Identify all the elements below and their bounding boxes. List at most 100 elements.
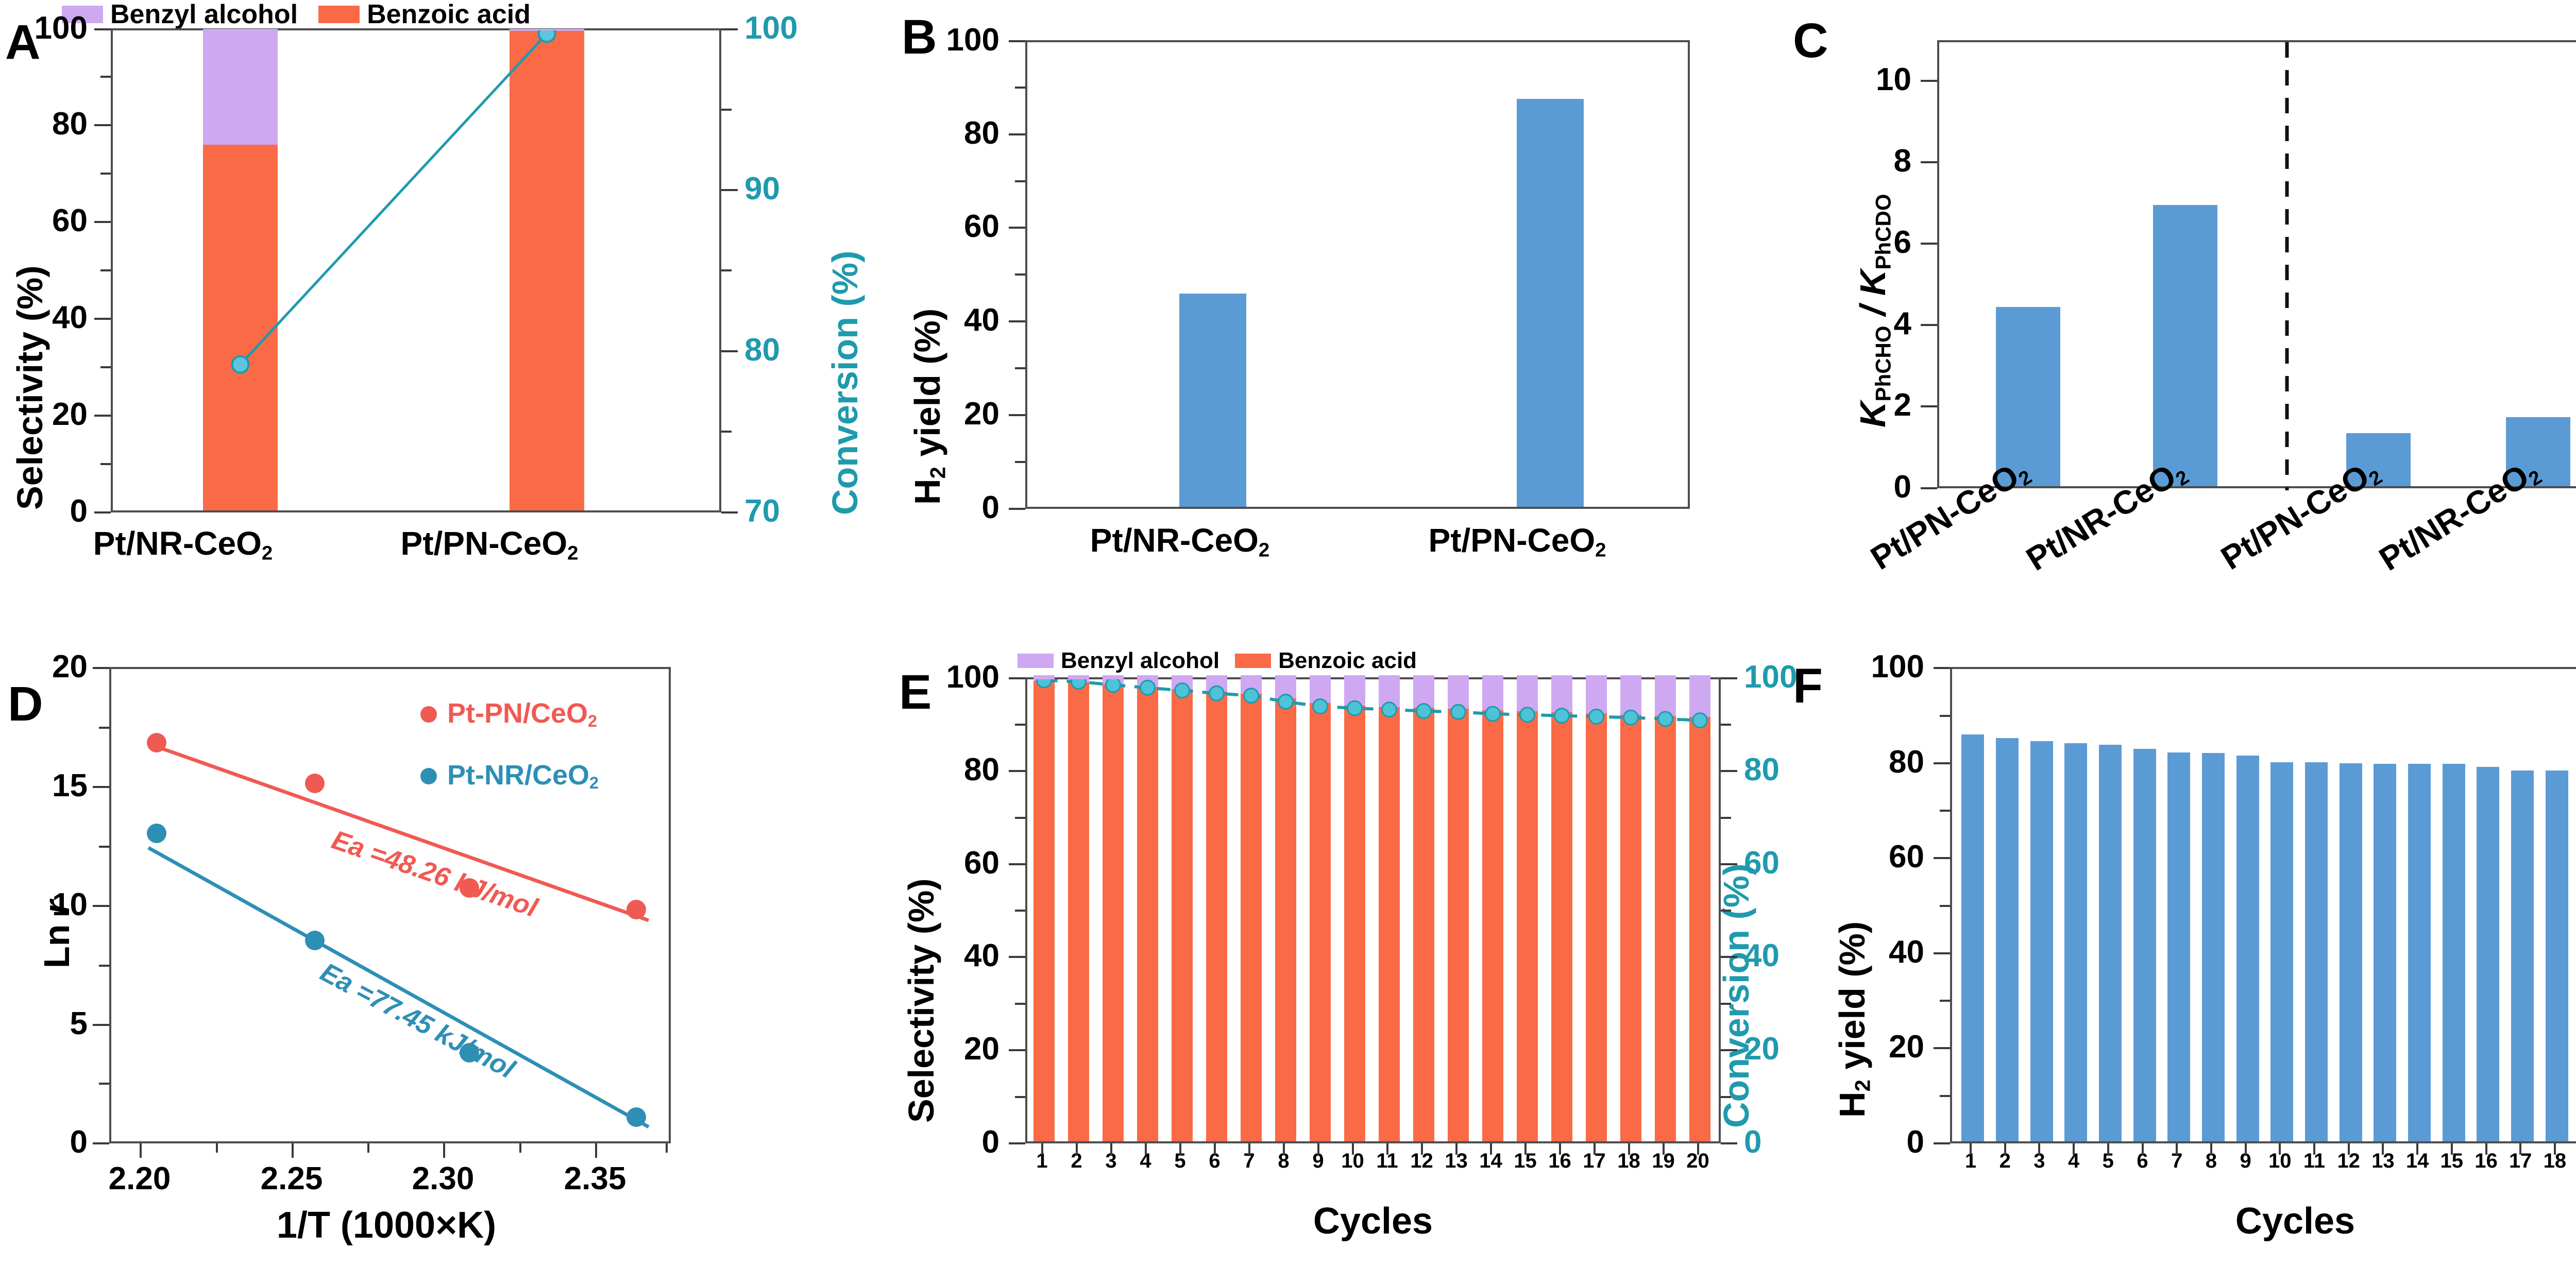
bar-pt-nr-ceo2-h2yield [1179, 293, 1246, 507]
legend-label-benzoic-acid-e: Benzoic acid [1278, 648, 1417, 673]
bar-cycle-12-alc [1413, 675, 1434, 708]
panel-e-ytick-40: 40 [964, 938, 999, 973]
bar-cycle-10-acid [1344, 705, 1365, 1141]
panel-f-ytick-0: 0 [1906, 1124, 1924, 1160]
legend-label-benzyl-alcohol: Benzyl alcohol [110, 0, 298, 29]
f-xtick-4: 4 [2067, 1150, 2080, 1172]
bar-pt-nr-ceo2-benzyl-alcohol [203, 28, 278, 145]
panel-f-plot-frame [1950, 667, 2576, 1143]
panel-f-ytick-60: 60 [1889, 839, 1924, 875]
f-xtick-9: 9 [2240, 1150, 2251, 1172]
panel-a-legend: Benzyl alcohol Benzoic acid [62, 0, 531, 30]
panel-b-letter: B [902, 10, 937, 64]
tick-mark [2073, 1143, 2075, 1155]
bar-cycle-15-alc [1517, 675, 1538, 711]
bar-f-cycle-3 [2030, 741, 2053, 1141]
tick-mark [1558, 1143, 1561, 1155]
bar-cycle-19-alc [1655, 675, 1676, 716]
panel-f-xlabel: Cycles [2235, 1201, 2355, 1242]
panel-d-plot-frame: Pt-PN/CeO2 Pt-NR/CeO2 Ea =48.26 kJ/mol E… [109, 667, 671, 1143]
panel-b-ytick-100: 100 [946, 22, 999, 58]
panel-b-ytick-40: 40 [964, 302, 999, 338]
panel-f-ytick-40: 40 [1889, 934, 1924, 970]
tick-mark [2382, 1143, 2384, 1155]
legend-item-benzyl-alcohol-e: Benzyl alcohol [1018, 648, 1219, 674]
panel-e-ytick-0: 0 [981, 1124, 999, 1160]
f-xtick-8: 8 [2205, 1150, 2217, 1172]
e-xtick-2: 2 [1071, 1150, 1082, 1172]
panel-a-plot-frame [111, 28, 721, 512]
bar-cycle-17-alc [1586, 675, 1607, 714]
e-xtick-9: 9 [1312, 1150, 1324, 1172]
panel-a-ytick-60: 60 [52, 203, 88, 238]
panel-a-ytick-100: 100 [34, 10, 88, 46]
tick-mark [1213, 1143, 1216, 1155]
panel-a-conversion-line [231, 30, 556, 374]
bar-c-pt-pn-ceo2-kie-h2o-d2o [2346, 433, 2411, 486]
bar-cycle-13-acid [1448, 709, 1469, 1141]
panel-d-legend-label-1: Pt-NR/CeO2 [447, 760, 599, 793]
panel-e-rtick-0: 0 [1744, 1124, 1762, 1160]
tick-mark [1662, 1143, 1665, 1155]
bar-cycle-14-acid [1482, 710, 1503, 1141]
panel-f-letter: F [1793, 659, 1823, 713]
panel-c-ytick-10: 10 [1876, 62, 1911, 97]
f-xtick-2: 2 [1999, 1150, 2011, 1172]
panel-e-ytick-80: 80 [964, 752, 999, 787]
tick-mark [1041, 1143, 1043, 1155]
panel-a-xcat-1: Pt/PN-CeO2 [400, 525, 579, 564]
tick-mark [2485, 1143, 2487, 1155]
legend-swatch-benzyl-alcohol [62, 6, 103, 23]
panel-d-legend-item-pt-pn: Pt-PN/CeO2 [420, 697, 597, 731]
legend-label-benzyl-alcohol-e: Benzyl alcohol [1061, 648, 1220, 673]
e-xtick-6: 6 [1209, 1150, 1221, 1172]
panel-d-xtick-235: 2.35 [564, 1161, 626, 1196]
panel-d-ytick-15: 15 [52, 768, 88, 803]
legend-swatch-benzoic-acid-e [1235, 654, 1272, 668]
panel-f-ytick-20: 20 [1889, 1029, 1924, 1065]
bar-cycle-20-alc [1689, 675, 1710, 717]
f-xtick-7: 7 [2171, 1150, 2183, 1172]
bar-f-cycle-13 [2374, 763, 2396, 1141]
panel-d-letter: D [8, 677, 43, 731]
panel-e-xlabel: Cycles [1313, 1201, 1433, 1242]
panel-b-xcat-0: Pt/NR-CeO2 [1090, 522, 1270, 561]
tick-mark [1248, 1143, 1250, 1155]
tick-mark [2004, 1143, 2006, 1155]
tick-mark [2416, 1143, 2419, 1155]
panel-e-rtick-40: 40 [1744, 938, 1780, 973]
tick-mark [1317, 1143, 1319, 1155]
legend-item-benzoic-acid: Benzoic acid [318, 0, 531, 30]
tick-mark [2038, 1143, 2041, 1155]
tick-mark [1489, 1143, 1492, 1155]
panel-a-ylabel-right: Conversion (%) [825, 250, 865, 515]
tick-mark [1697, 1143, 1699, 1155]
bar-pt-pn-ceo2-h2yield [1517, 99, 1584, 507]
panel-a-letter: A [5, 15, 41, 70]
e-xtick-7: 7 [1243, 1150, 1255, 1172]
panel-e-rtick-60: 60 [1744, 845, 1780, 881]
bar-cycle-17-acid [1586, 713, 1607, 1141]
bar-f-cycle-10 [2270, 762, 2293, 1141]
tick-mark [2141, 1143, 2144, 1155]
panel-a-rtick-80: 80 [744, 332, 780, 368]
tick-mark [1179, 1143, 1181, 1155]
panel-b-plot-frame [1025, 40, 1690, 509]
tick-mark [2279, 1143, 2281, 1155]
panel-e-ylabel-left: Selectivity (%) [901, 878, 941, 1123]
bar-f-cycle-4 [2064, 743, 2087, 1141]
tick-mark [2519, 1143, 2522, 1155]
bar-f-cycle-16 [2477, 766, 2499, 1141]
bar-cycle-13-alc [1448, 675, 1469, 709]
tick-mark [2244, 1143, 2247, 1155]
panel-c-ytick-6: 6 [1893, 225, 1911, 260]
bar-cycle-9-acid [1310, 703, 1331, 1141]
bar-f-cycle-14 [2408, 763, 2431, 1141]
e-xtick-3: 3 [1105, 1150, 1117, 1172]
panel-e-legend: Benzyl alcohol Benzoic acid [1018, 648, 1417, 674]
panel-d-ytick-10: 10 [52, 887, 88, 922]
panel-e-plot-frame [1025, 675, 1721, 1143]
bar-pt-pn-ceo2-benzoic-acid [510, 31, 584, 510]
tick-mark [2313, 1143, 2315, 1155]
bar-cycle-3-acid [1103, 684, 1124, 1141]
